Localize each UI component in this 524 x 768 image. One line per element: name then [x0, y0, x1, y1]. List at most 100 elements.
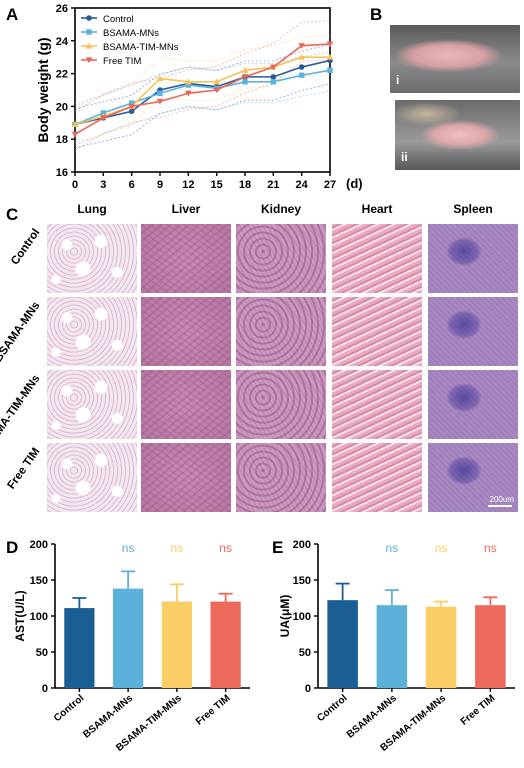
significance-label: ns	[484, 541, 497, 555]
series-line	[74, 59, 331, 126]
data-point	[128, 108, 135, 115]
y-tick-label: 22	[56, 69, 68, 81]
x-tick-label: 27	[324, 179, 336, 191]
y-tick-label: 200	[293, 539, 311, 551]
y-tick-label: 100	[293, 611, 311, 623]
y-tick-label: 50	[36, 647, 48, 659]
x-tick-label: 18	[239, 179, 251, 191]
legend-label: Control	[103, 14, 134, 25]
x-tick-label: 6	[129, 179, 135, 191]
data-point	[241, 74, 249, 81]
panel-label-b: B	[370, 5, 382, 24]
legend-marker	[85, 57, 93, 64]
scale-bar-label: 200um	[489, 495, 514, 504]
data-point	[298, 43, 305, 50]
data-point	[298, 64, 305, 70]
panel-label-e: E	[272, 538, 283, 557]
bar	[161, 601, 192, 688]
data-point	[326, 53, 334, 60]
panel-label-d: D	[6, 538, 18, 557]
histology-lung-image	[47, 224, 137, 293]
ua-bar-chart: 050100150200UA(μM)ControlnsBSAMA-MNsnsBS…	[278, 539, 515, 754]
significance-label: ns	[122, 541, 135, 555]
data-point	[270, 74, 277, 80]
y-axis-label: UA(μM)	[278, 595, 292, 638]
data-point	[71, 121, 79, 128]
y-tick-label: 18	[56, 134, 68, 146]
data-point	[242, 79, 248, 85]
data-point	[327, 67, 333, 74]
histology-spleen-image	[428, 370, 518, 439]
bar	[113, 588, 144, 688]
histology-liver-image	[141, 443, 231, 512]
histology-kidney-image	[236, 297, 326, 366]
y-tick-label: 24	[56, 36, 69, 48]
legend-marker	[85, 42, 93, 49]
y-axis-label: Body weight (g)	[35, 38, 51, 143]
histology-kidney-image	[236, 370, 326, 439]
y-tick-label: 0	[305, 683, 311, 695]
y-tick-label: 50	[299, 647, 311, 659]
series-band	[74, 83, 331, 149]
data-point	[156, 98, 164, 105]
significance-label: ns	[386, 541, 399, 555]
mouse-photo-i: i	[390, 25, 520, 93]
data-point	[298, 72, 305, 78]
histology-liver-image	[141, 370, 231, 439]
histology-kidney-image	[236, 443, 326, 512]
data-point	[213, 78, 220, 85]
data-point	[213, 87, 220, 94]
series-band	[74, 59, 331, 151]
x-tick-label: 21	[267, 179, 279, 191]
series-band	[74, 75, 330, 144]
series-line	[74, 69, 331, 126]
bar	[210, 601, 241, 688]
x-tick-label: 15	[211, 179, 223, 191]
row-label: BSAMA-MNs	[0, 300, 42, 364]
column-label: Lung	[77, 202, 106, 216]
bar	[475, 605, 506, 688]
significance-label: ns	[171, 541, 184, 555]
scale-bar	[488, 505, 512, 507]
x-tick-label: BSAMA-MNs	[345, 693, 399, 741]
y-tick-label: 26	[56, 3, 68, 15]
data-point	[100, 115, 107, 122]
data-point	[185, 82, 192, 88]
plot-frame	[74, 7, 331, 173]
row-label: BSAMA-TIM-MNs	[0, 373, 42, 457]
series-band	[74, 51, 331, 107]
data-point	[128, 103, 135, 110]
histology-heart-image	[332, 297, 422, 366]
histology-kidney-image	[236, 224, 326, 293]
x-tick-label: 12	[182, 179, 194, 191]
x-tick-label: Control	[315, 693, 349, 724]
significance-label: ns	[435, 541, 448, 555]
row-label: Control	[9, 227, 42, 267]
column-label: Liver	[172, 202, 201, 216]
data-point	[326, 41, 334, 48]
legend-label: BSAMA-TIM-MNs	[103, 42, 179, 53]
bar	[425, 606, 457, 688]
histology-lung-image	[47, 370, 137, 439]
histology-spleen-image	[428, 297, 518, 366]
histology-lung-image	[47, 297, 137, 366]
x-tick-label: 24	[296, 179, 309, 191]
x-tick-label: 3	[100, 179, 106, 191]
series-band	[74, 90, 331, 146]
histology-heart-image	[332, 224, 422, 293]
x-tick-label: Control	[52, 693, 86, 724]
histology-lung-image	[47, 443, 137, 512]
mouse-photo-ii: ii	[395, 100, 520, 170]
legend-label: BSAMA-MNs	[103, 28, 159, 39]
column-label: Kidney	[261, 202, 301, 216]
bar	[376, 605, 408, 688]
x-tick-label: Free TIM	[459, 693, 498, 728]
body-weight-line-chart: 16 18 20 22 24 26 0 3 6 9 12 15 18 21 24 27 (d) Body weig…	[35, 3, 363, 191]
data-point	[185, 90, 192, 97]
y-tick-label: 200	[30, 539, 48, 551]
series-band	[74, 35, 330, 104]
y-tick-label: 0	[42, 683, 48, 695]
photo-label-ii: ii	[401, 150, 408, 164]
y-tick-label: 150	[30, 575, 48, 587]
